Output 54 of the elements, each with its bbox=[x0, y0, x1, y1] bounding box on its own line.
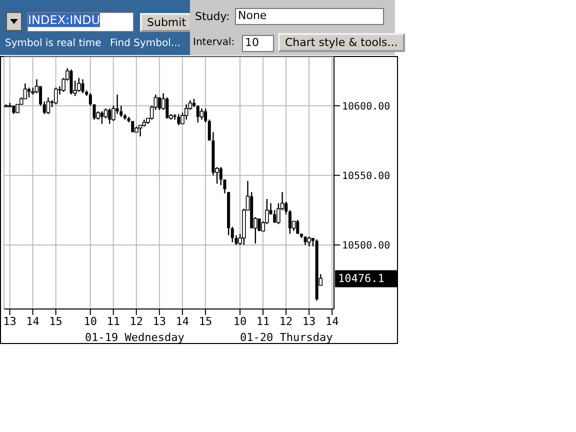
text: None bbox=[235, 8, 384, 25]
text: 01-19 Wednesday bbox=[85, 331, 184, 344]
candlestick bbox=[230, 226, 234, 243]
candlestick bbox=[46, 96, 50, 115]
x-tick-label: 12 bbox=[279, 314, 293, 328]
text: Find Symbol... bbox=[110, 38, 180, 49]
candlestick bbox=[288, 210, 292, 234]
text: 10 bbox=[242, 35, 274, 52]
x-tick-label: 11 bbox=[106, 314, 120, 328]
x-tick-label: 13 bbox=[3, 314, 16, 328]
text: INDEX:INDU bbox=[28, 13, 100, 27]
candlestick bbox=[273, 210, 276, 224]
candlestick bbox=[158, 96, 161, 111]
text: Chart style & tools... bbox=[278, 33, 405, 52]
x-tick-label: 10 bbox=[84, 314, 97, 328]
y-tick-label: 10550.00 bbox=[342, 170, 390, 182]
candlestick bbox=[88, 92, 92, 106]
x-tick-label: 12 bbox=[130, 314, 144, 328]
candlestick bbox=[81, 78, 84, 94]
candlestick bbox=[100, 110, 104, 124]
candlestick bbox=[296, 219, 300, 234]
x-tick-label: 10 bbox=[233, 314, 247, 328]
candlestick bbox=[184, 104, 188, 120]
y-tick-label: 10500.00 bbox=[342, 240, 390, 252]
y-tick-label: 10600.00 bbox=[342, 101, 390, 112]
candlestick bbox=[70, 68, 73, 96]
x-tick-label: 15 bbox=[49, 314, 62, 328]
candlestick bbox=[92, 104, 96, 120]
candlestick bbox=[219, 166, 222, 186]
text: Study: bbox=[195, 10, 230, 23]
candlestick bbox=[166, 96, 169, 119]
candlestick bbox=[307, 236, 312, 247]
x-tick-label: 13 bbox=[302, 314, 316, 328]
x-tick-label: 13 bbox=[152, 314, 166, 328]
x-tick-label: 11 bbox=[256, 314, 270, 328]
candlestick bbox=[54, 87, 58, 105]
text: Interval: bbox=[193, 37, 235, 48]
candlestick bbox=[200, 108, 204, 120]
text: 01-20 Thursday bbox=[240, 331, 333, 344]
text: Submit bbox=[140, 13, 194, 32]
x-tick-label: 14 bbox=[26, 314, 40, 328]
candlestick bbox=[204, 108, 208, 124]
text: 10476.1 bbox=[338, 272, 384, 286]
x-tick-label: 14 bbox=[176, 314, 190, 328]
text: Symbol is real time bbox=[5, 38, 102, 49]
candlestick bbox=[258, 218, 261, 232]
candlestick bbox=[196, 105, 200, 124]
candlestick bbox=[42, 100, 46, 115]
candlestick bbox=[177, 113, 180, 126]
candlestick bbox=[77, 77, 81, 92]
x-tick-label: 15 bbox=[198, 314, 212, 328]
x-tick-label: 14 bbox=[325, 314, 340, 328]
candlestick bbox=[28, 87, 31, 98]
candlestick bbox=[108, 108, 112, 124]
